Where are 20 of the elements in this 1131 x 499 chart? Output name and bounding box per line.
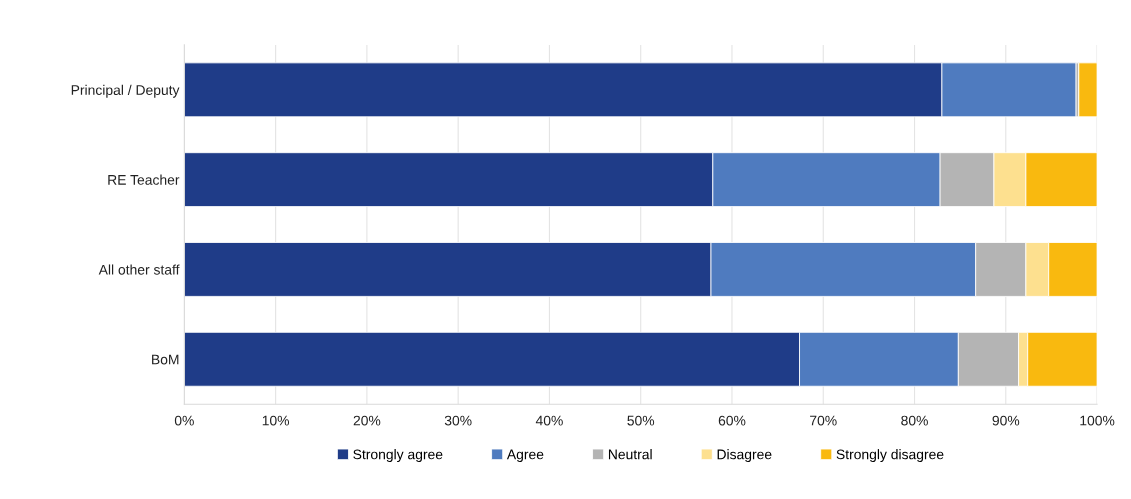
legend-label: Agree	[506, 449, 544, 463]
x-tick-label: 80%	[901, 415, 928, 426]
x-tick-label: 0%	[174, 415, 194, 426]
legend-label: Neutral	[608, 449, 652, 460]
y-tick-label: All other staff	[98, 264, 180, 275]
y-tick-label: Principal / Deputy	[71, 84, 180, 98]
x-tick-label: 100%	[1080, 415, 1115, 426]
x-tick-label: 90%	[992, 415, 1020, 426]
x-tick-label: 70%	[810, 415, 837, 426]
y-tick-label: RE Teacher	[108, 174, 180, 185]
legend-label: Disagree	[717, 449, 772, 463]
x-tick-label: 20%	[353, 415, 381, 426]
x-tick-label: 10%	[262, 415, 290, 426]
legend-label: Strongly agree	[353, 449, 443, 463]
x-tick-label: 30%	[444, 415, 472, 426]
x-tick-label: 40%	[535, 415, 563, 426]
y-tick-label: BoM	[152, 354, 179, 365]
x-tick-label: 60%	[718, 415, 746, 426]
legend-label: Strongly disagree	[836, 449, 944, 463]
x-tick-label: 50%	[627, 415, 655, 426]
